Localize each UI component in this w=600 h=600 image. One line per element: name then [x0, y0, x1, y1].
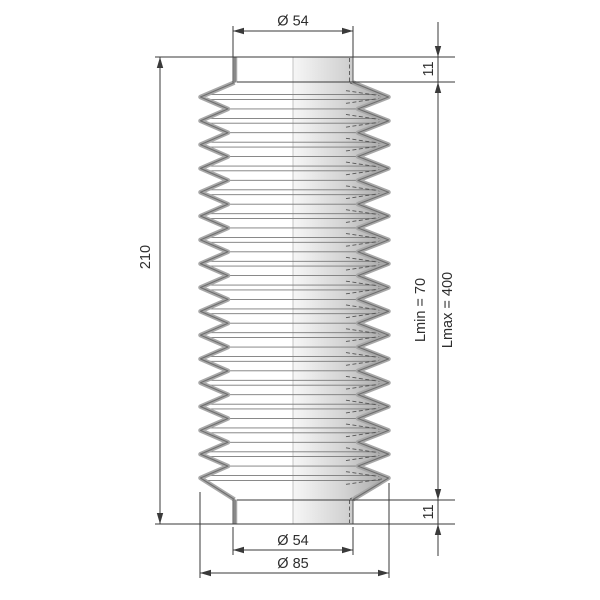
dimension-arrow [434, 82, 442, 93]
top-diameter-label: Ø 54 [277, 14, 308, 30]
bottom-inner-diameter-label: Ø 54 [277, 533, 308, 549]
dimension-arrow [434, 46, 442, 57]
dimension-arrow [156, 513, 164, 524]
bellows-body [198, 57, 391, 524]
min-length-label: Lmin = 70 [413, 278, 429, 342]
dimension-arrow [342, 27, 353, 35]
shaded-half-section [293, 57, 389, 524]
bottom-outer-diameter-label: Ø 85 [277, 556, 308, 572]
dimension-annotations [155, 22, 455, 578]
dimension-arrow [378, 569, 389, 577]
max-length-label: Lmax = 400 [440, 272, 456, 348]
bottom-collar-height-label: 11 [421, 504, 437, 519]
dimension-labels: Ø 54 11 210 Lmin = 70 Lmax = 400 11 Ø 54… [138, 14, 456, 573]
bellows-left-profile [198, 80, 236, 502]
dimension-arrow [434, 489, 442, 500]
dimension-arrow [200, 569, 211, 577]
dimension-arrow [233, 546, 244, 554]
top-collar-height-label: 11 [421, 61, 437, 76]
bellows-right-profile-core [352, 81, 390, 500]
hidden-edge-dashed [344, 477, 389, 485]
dimension-arrow [233, 27, 244, 35]
dimension-arrow [342, 546, 353, 554]
bellows-left-profile-core [199, 81, 235, 500]
overall-length-label: 210 [138, 245, 154, 269]
dimension-arrow [434, 524, 442, 535]
dimension-arrow [156, 57, 164, 68]
